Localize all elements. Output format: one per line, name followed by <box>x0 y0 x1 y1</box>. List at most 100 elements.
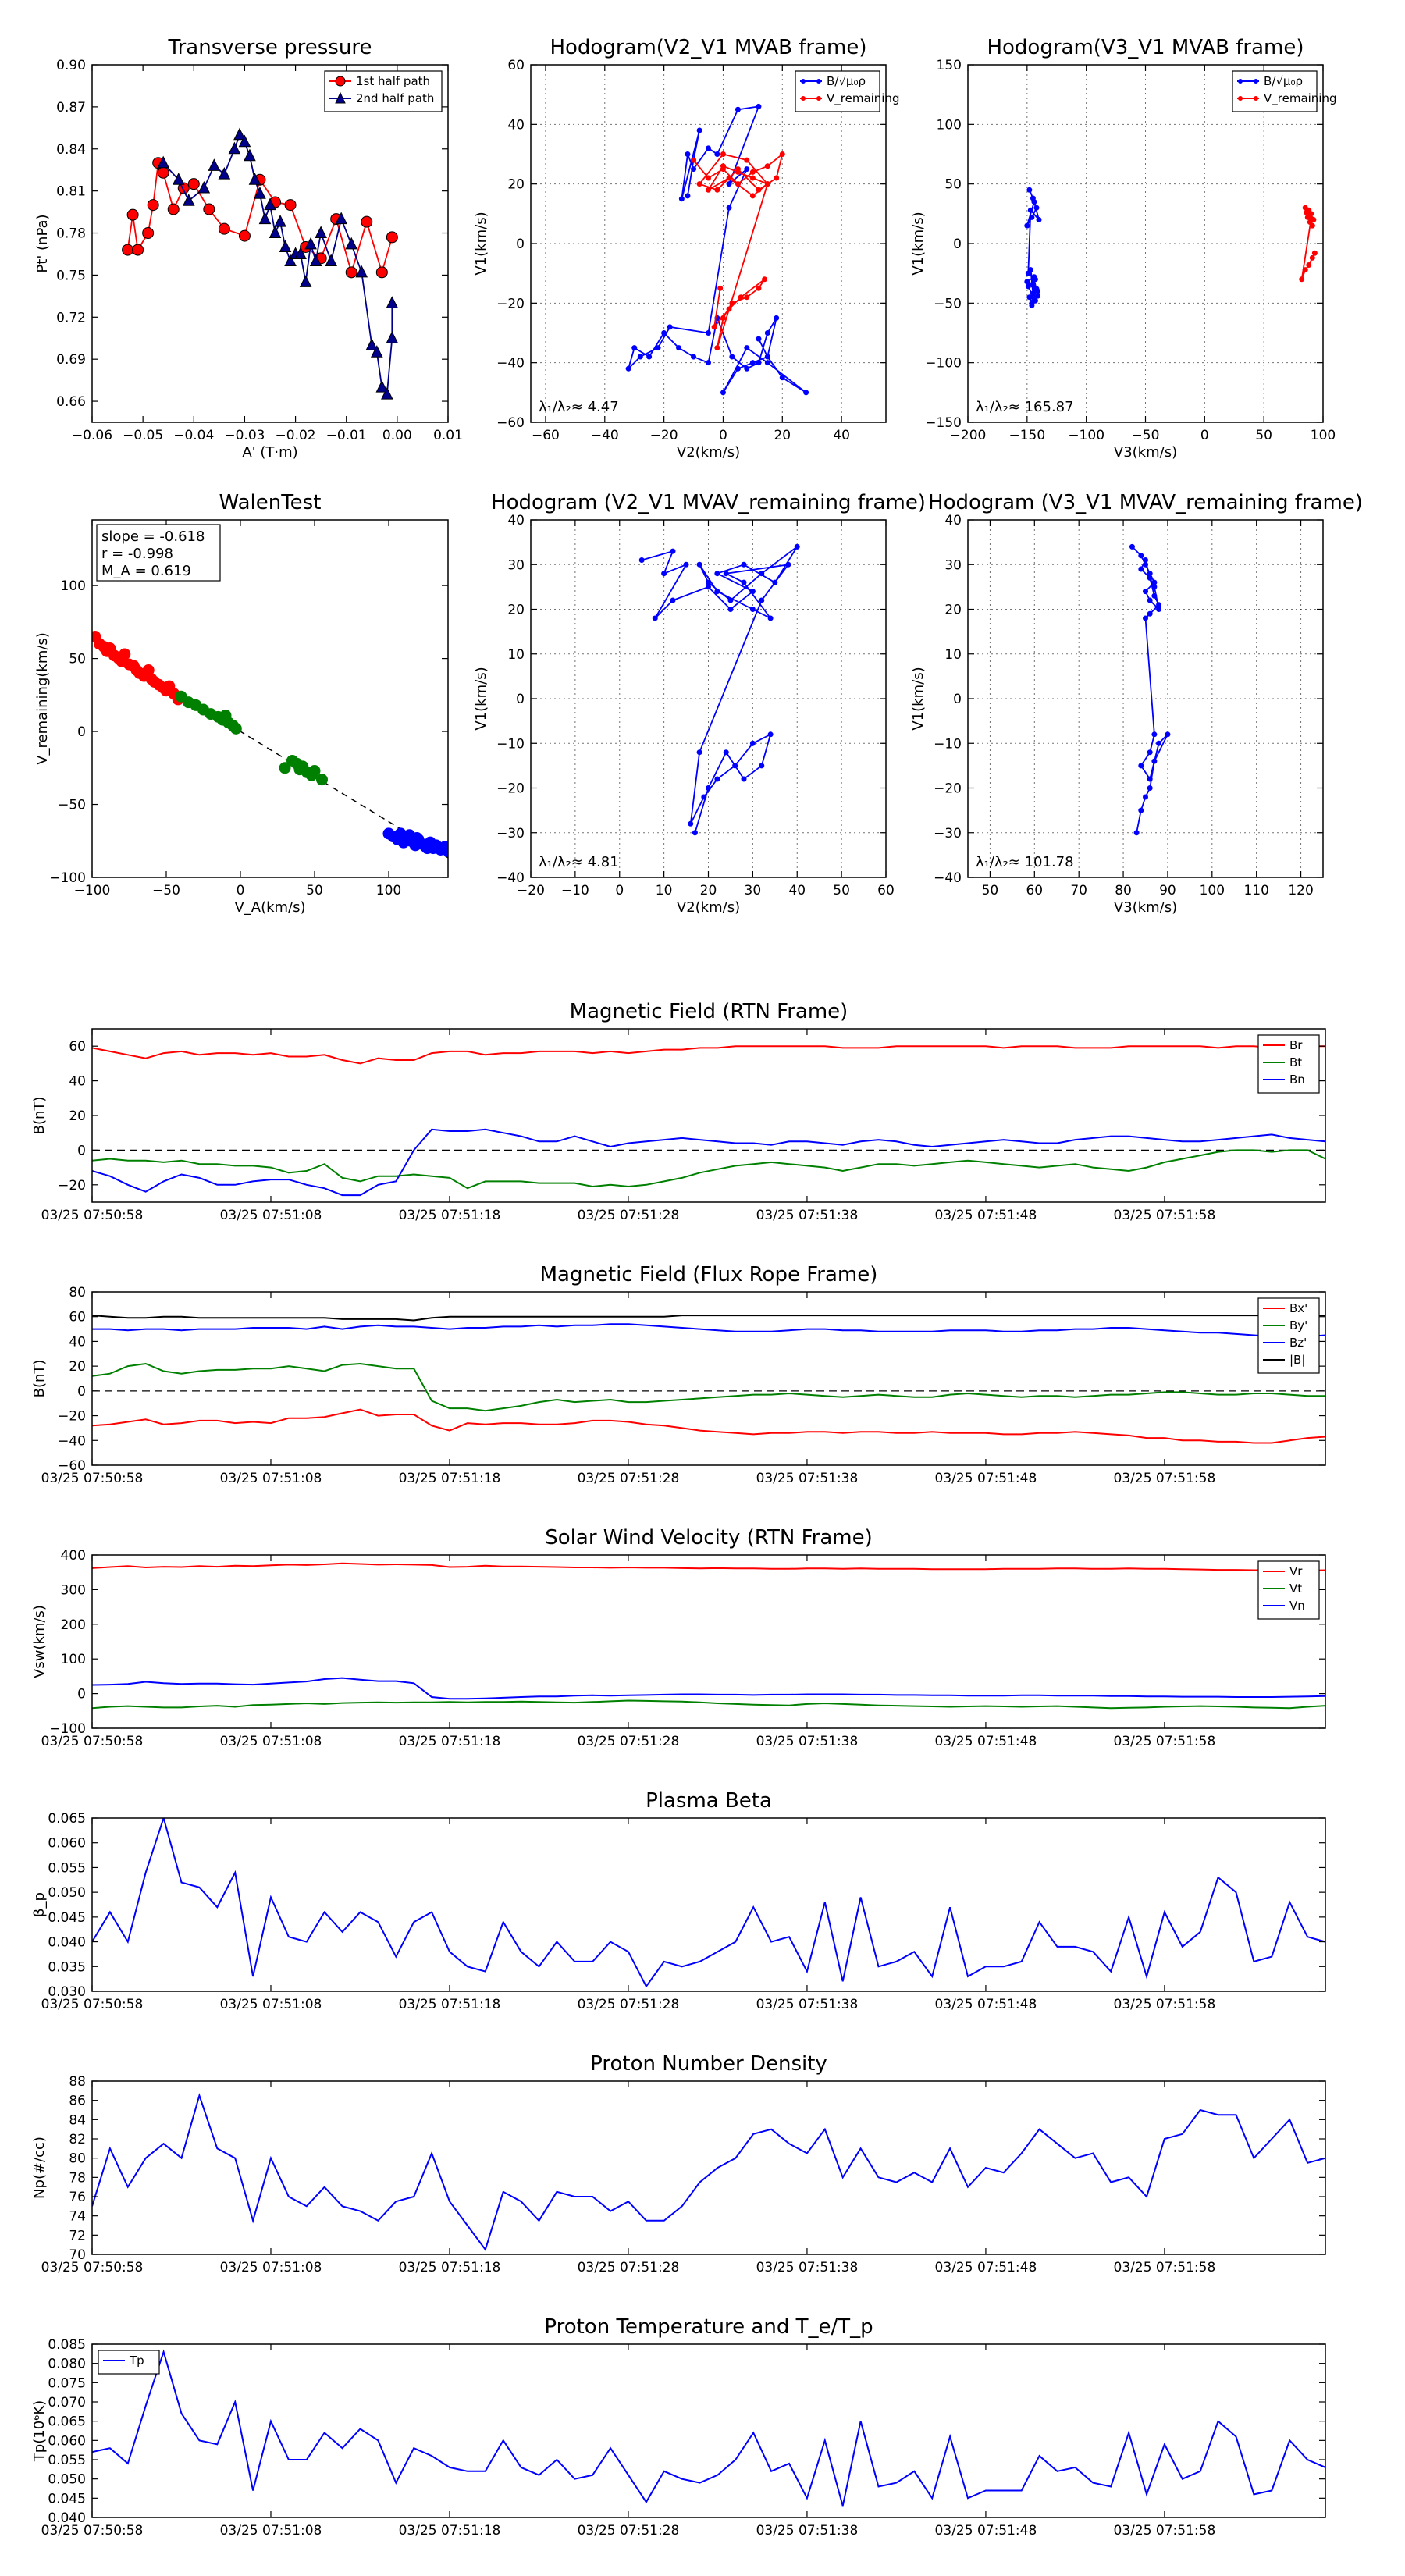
series-line-beta <box>92 1818 1325 1988</box>
data-point <box>741 579 747 585</box>
data-point <box>638 557 645 564</box>
data-point <box>1034 293 1040 299</box>
data-point <box>284 199 297 212</box>
data-point <box>1036 216 1042 222</box>
x-tick-label: −20 <box>517 883 545 898</box>
chart-ts_np: Proton Number Density 70 72 74 76 78 80 82 84 86 8… <box>31 2052 1326 2275</box>
data-point <box>714 589 720 595</box>
eigenvalue-ratio: λ₁/λ₂≈ 4.47 <box>539 399 619 415</box>
y-axis-label: Np(#/cc) <box>31 2137 48 2199</box>
data-point <box>335 212 348 225</box>
data-point <box>197 180 211 194</box>
data-point <box>1147 749 1153 756</box>
x-tick-label: −0.02 <box>276 428 316 443</box>
series-line-Vr <box>92 1562 1325 1571</box>
y-tick-label: 0 <box>516 237 525 252</box>
data-point <box>749 360 756 366</box>
y-tick-label: 60 <box>507 58 525 73</box>
data-point <box>727 597 734 603</box>
y-tick-label: 0.87 <box>56 100 86 116</box>
legend-box <box>1257 1560 1320 1620</box>
series-line-Bz <box>92 1323 1325 1338</box>
legend-label: Vt <box>1289 1582 1302 1596</box>
data-point <box>1031 276 1037 283</box>
x-tick-label: 120 <box>1288 883 1313 898</box>
chart-h1: Hodogram(V2_V1 MVAB frame) −60 −40 −20 0 20 40… <box>473 36 900 461</box>
y-tick-label: 70 <box>69 2247 86 2263</box>
data-point <box>119 648 131 660</box>
y-tick-label: 40 <box>507 513 525 528</box>
data-point <box>386 331 399 343</box>
y-tick-label: 100 <box>61 1652 86 1667</box>
data-point <box>729 354 735 360</box>
data-point <box>238 134 251 148</box>
data-point <box>714 776 720 782</box>
data-point <box>361 215 373 228</box>
data-point <box>691 354 697 360</box>
x-tick-label: 03/25 07:51:58 <box>1114 1471 1216 1486</box>
data-point <box>1147 785 1153 791</box>
data-point <box>1033 205 1040 211</box>
y-tick-label: 0.040 <box>48 1935 86 1951</box>
data-point <box>1138 553 1144 559</box>
data-point <box>1147 571 1153 577</box>
chart-ts_b: Magnetic Field (RTN Frame) −20 0 20 40 60 03/2… <box>31 1000 1326 1223</box>
stats-line: r = -0.998 <box>101 546 173 562</box>
y-tick-label: 0 <box>77 724 86 740</box>
plot-area <box>92 1045 1325 1197</box>
chart-ts_v: Solar Wind Velocity (RTN Frame) −100 0 100 2… <box>31 1526 1326 1749</box>
data-point <box>1033 286 1040 292</box>
x-tick-label: 03/25 07:51:48 <box>935 1471 1037 1486</box>
data-point <box>1029 214 1035 220</box>
data-point <box>1306 262 1312 268</box>
plot-area <box>1024 187 1318 308</box>
data-point <box>386 296 399 308</box>
legend-label: 1st half path <box>356 74 430 88</box>
x-tick-label: 03/25 07:51:28 <box>578 1471 680 1486</box>
chart-h2: Hodogram(V3_V1 MVAB frame) −150 −100 −50 0 50… <box>910 36 1337 461</box>
data-point <box>720 151 726 157</box>
data-point <box>767 731 774 738</box>
data-point <box>167 203 180 215</box>
x-tick-label: −20 <box>650 428 678 443</box>
data-point <box>182 194 195 206</box>
data-point <box>1143 561 1148 568</box>
y-tick-label: 20 <box>69 1108 86 1124</box>
y-axis-label: Vsw(km/s) <box>31 1605 48 1678</box>
y-tick-label: 0 <box>77 1687 86 1703</box>
x-tick-label: 20 <box>700 883 717 898</box>
data-point <box>670 597 676 603</box>
series-line-Bn <box>92 1128 1325 1197</box>
data-point <box>1156 607 1162 612</box>
x-tick-label: 50 <box>833 883 850 898</box>
legend-label: Vr <box>1289 1564 1303 1578</box>
data-point <box>264 197 276 211</box>
data-point <box>764 360 770 366</box>
data-point <box>1143 615 1148 621</box>
data-point <box>692 830 698 836</box>
data-point <box>1027 267 1033 273</box>
legend: Br Bt Bn <box>1257 1034 1320 1094</box>
data-point <box>238 229 251 242</box>
x-tick-label: −0.01 <box>326 428 367 443</box>
y-tick-label: 30 <box>507 557 525 573</box>
axes-frame <box>91 1817 1326 1992</box>
data-point <box>759 571 765 577</box>
x-axis-label: V2(km/s) <box>677 444 740 461</box>
data-point <box>208 158 221 171</box>
y-tick-label: 84 <box>69 2112 86 2128</box>
chart-title: Magnetic Field (RTN Frame) <box>570 1000 848 1023</box>
x-tick-label: 03/25 07:51:08 <box>220 2523 322 2539</box>
y-tick-label: 50 <box>69 652 86 667</box>
data-point <box>1138 763 1144 769</box>
data-point <box>1147 610 1153 617</box>
data-point <box>667 324 673 330</box>
legend-marker <box>335 91 346 104</box>
chart-title: Magnetic Field (Flux Rope Frame) <box>540 1263 878 1286</box>
stats-line: slope = -0.618 <box>101 528 205 545</box>
data-point <box>1030 290 1036 297</box>
data-point <box>284 254 297 266</box>
data-point <box>683 561 689 568</box>
plot-area <box>638 543 800 836</box>
x-tick-label: 03/25 07:51:38 <box>756 2260 859 2275</box>
